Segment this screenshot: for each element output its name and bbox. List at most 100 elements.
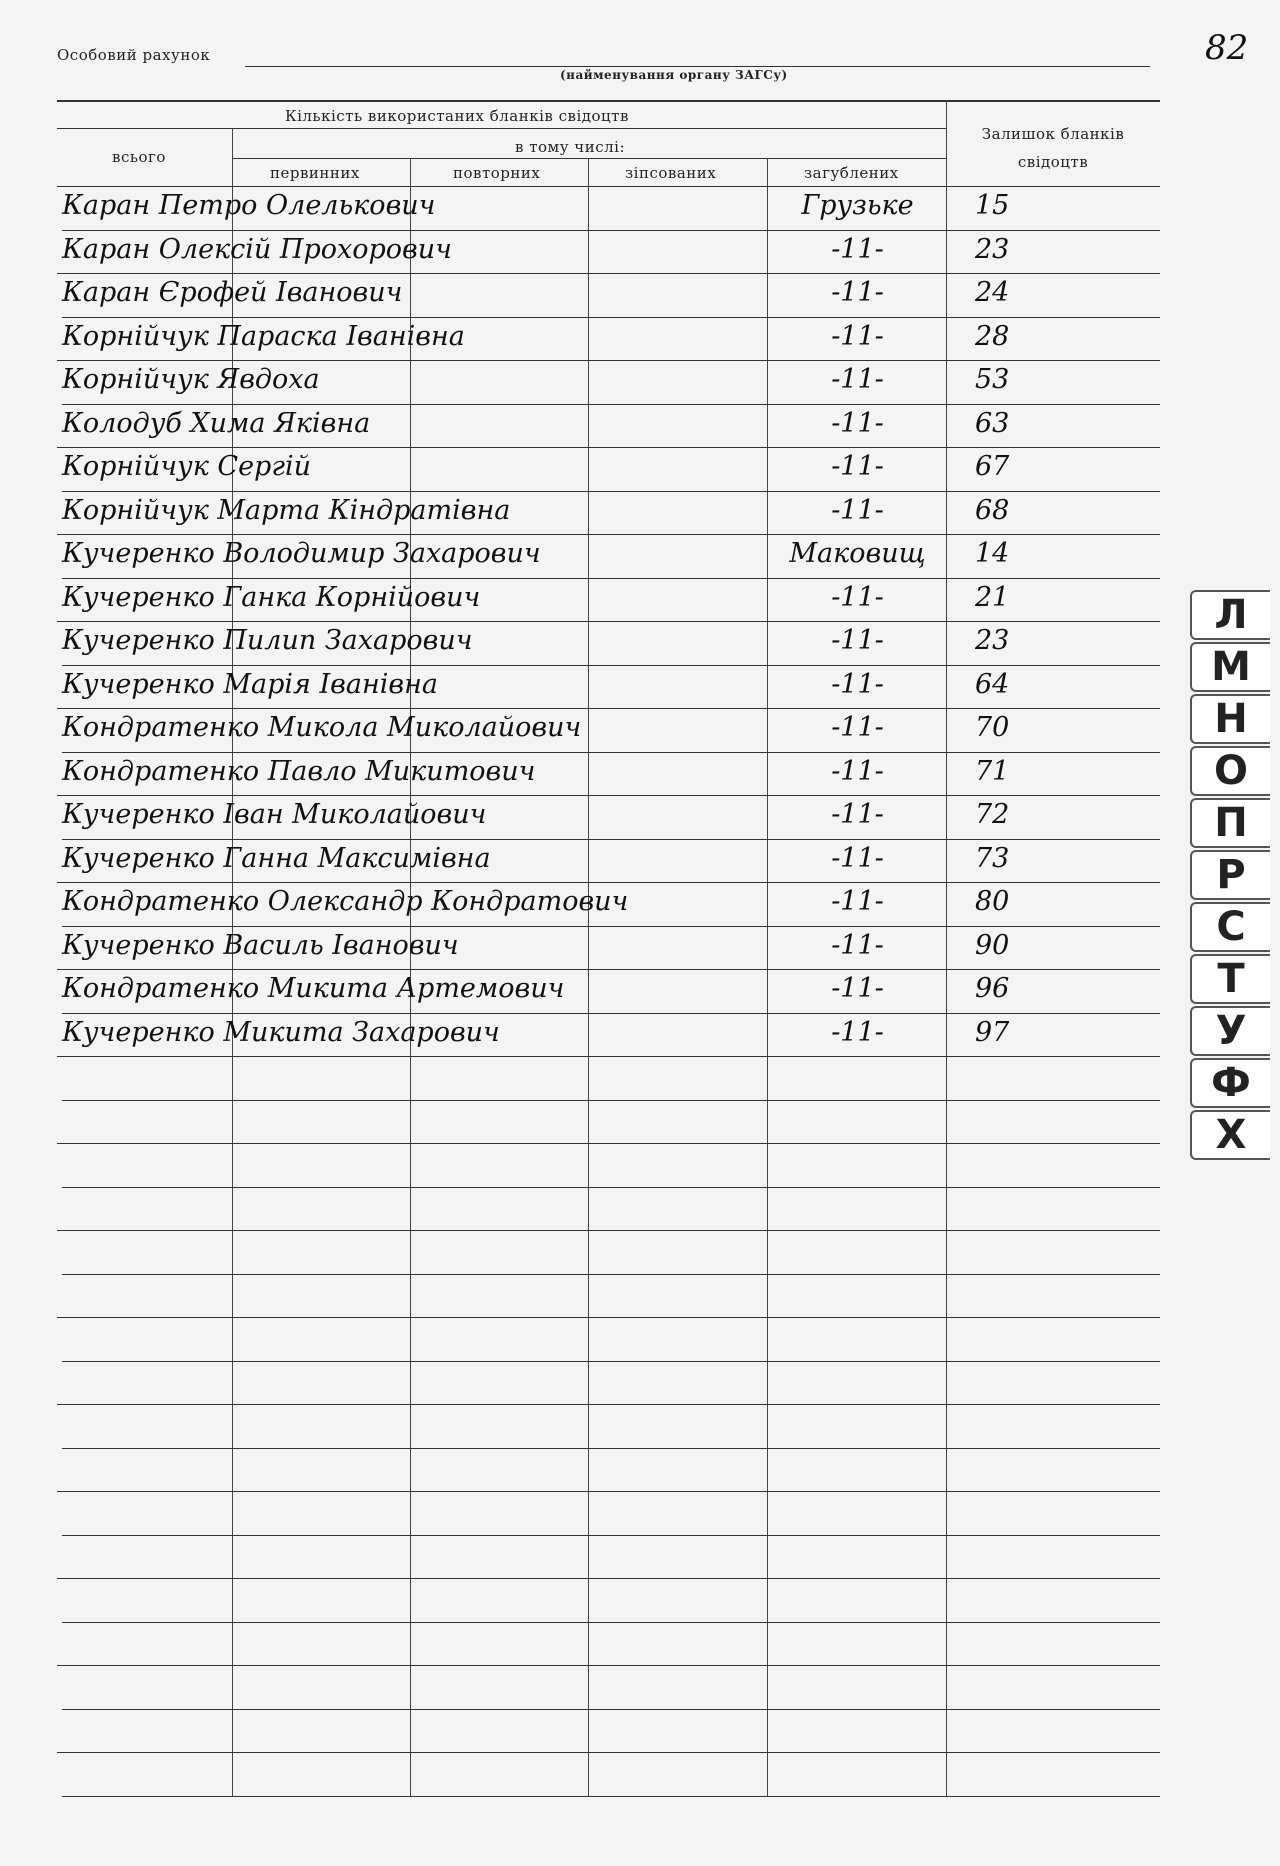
- row-line: [57, 1404, 1160, 1405]
- row-line: [62, 664, 1160, 666]
- index-tab: Ф: [1190, 1058, 1270, 1108]
- entry-name: Каран Петро Олелькович: [62, 190, 436, 221]
- entry-place: Маковищ: [789, 538, 926, 569]
- row-line: [62, 1360, 1160, 1362]
- entry-place: -11-: [831, 625, 884, 656]
- entry-remainder: 97: [975, 1016, 1010, 1048]
- row-line: [62, 403, 1160, 405]
- column-line: [410, 158, 411, 1796]
- table-top: [57, 100, 1160, 102]
- column-line: [588, 158, 589, 1796]
- row-line: [57, 969, 1160, 970]
- row-line: [57, 1230, 1160, 1231]
- index-tab: П: [1190, 798, 1270, 848]
- entry-place: -11-: [831, 886, 884, 917]
- entry-remainder: 15: [975, 190, 1010, 221]
- total-header: всього: [112, 148, 166, 166]
- primary-header: первинних: [270, 164, 360, 182]
- repeat-header: повторних: [453, 164, 541, 182]
- column-line: [946, 100, 947, 1796]
- entry-name: Кучеренко Василь Іванович: [62, 929, 459, 961]
- entry-place: -11-: [831, 755, 884, 787]
- entry-name: Корнійчук Сергій: [62, 451, 311, 482]
- entry-name: Кондратенко Павло Микитович: [62, 755, 536, 787]
- row-line: [62, 1708, 1160, 1710]
- entry-place: -11-: [831, 277, 884, 308]
- row-line: [62, 1534, 1160, 1536]
- row-line: [62, 316, 1160, 318]
- row-line: [62, 1621, 1160, 1623]
- entry-place: -11-: [831, 712, 884, 743]
- entry-remainder: 21: [975, 581, 1010, 613]
- entry-remainder: 67: [975, 451, 1010, 482]
- entry-remainder: 28: [975, 320, 1010, 352]
- column-line: [232, 128, 233, 1796]
- row-line: [57, 1578, 1160, 1579]
- entry-remainder: 24: [975, 277, 1010, 308]
- index-tab: У: [1190, 1006, 1270, 1056]
- page-number: 82: [1205, 28, 1249, 68]
- entry-name: Кондратенко Микола Миколайович: [62, 712, 582, 743]
- entry-name: Корнійчук Параска Іванівна: [62, 320, 465, 352]
- row-line: [57, 447, 1160, 448]
- entry-remainder: 96: [975, 973, 1010, 1004]
- entry-place: Грузьке: [801, 190, 914, 221]
- entry-remainder: 23: [975, 233, 1010, 265]
- entry-remainder: 70: [975, 712, 1010, 743]
- entry-place: -11-: [831, 364, 884, 395]
- entry-remainder: 90: [975, 929, 1010, 961]
- row-line: [57, 1752, 1160, 1753]
- row-line: [62, 1273, 1160, 1275]
- header-line: [57, 128, 946, 129]
- row-line: [57, 708, 1160, 709]
- entry-place: -11-: [831, 494, 884, 526]
- entry-name: Кучеренко Пилип Захарович: [62, 625, 473, 656]
- row-line: [62, 1012, 1160, 1014]
- row-line: [62, 1099, 1160, 1101]
- entry-remainder: 53: [975, 364, 1010, 395]
- account-label: Особовий рахунок: [57, 46, 211, 64]
- entry-name: Кучеренко Іван Миколайович: [62, 799, 487, 830]
- row-line: [62, 751, 1160, 753]
- entry-remainder: 64: [975, 668, 1010, 700]
- entry-place: -11-: [831, 233, 884, 265]
- row-line: [57, 360, 1160, 361]
- index-tab: Х: [1190, 1110, 1270, 1160]
- entry-name: Корнійчук Явдоха: [62, 364, 320, 395]
- row-line: [57, 882, 1160, 883]
- entry-place: -11-: [831, 320, 884, 352]
- used-title: Кількість використаних бланків свідоцтв: [285, 107, 629, 125]
- index-tab: Н: [1190, 694, 1270, 744]
- entry-name: Кондратенко Олександр Кондратович: [62, 886, 629, 917]
- row-line: [62, 1795, 1160, 1797]
- spoiled-header: зіпсованих: [625, 164, 717, 182]
- index-tab: М: [1190, 642, 1270, 692]
- index-tab: Т: [1190, 954, 1270, 1004]
- row-line: [57, 1491, 1160, 1492]
- row-line: [62, 490, 1160, 492]
- organ-line: [245, 66, 1150, 67]
- entry-place: -11-: [831, 1016, 884, 1048]
- row-line: [57, 1143, 1160, 1144]
- entry-place: -11-: [831, 799, 884, 830]
- entry-name: Колодуб Хима Яківна: [62, 407, 371, 439]
- index-tab: Л: [1190, 590, 1270, 640]
- row-line: [62, 1186, 1160, 1188]
- entry-remainder: 72: [975, 799, 1010, 830]
- column-line: [767, 158, 768, 1796]
- row-line: [62, 229, 1160, 231]
- row-line: [57, 534, 1160, 535]
- header-bottom: [57, 186, 1160, 187]
- row-line: [57, 1665, 1160, 1666]
- entry-place: -11-: [831, 842, 884, 874]
- index-tab: Р: [1190, 850, 1270, 900]
- entry-name: Каран Єрофей Іванович: [62, 277, 403, 308]
- header-line: [232, 158, 946, 159]
- row-line: [57, 1317, 1160, 1318]
- entry-place: -11-: [831, 668, 884, 700]
- entry-name: Каран Олексій Прохорович: [62, 233, 452, 265]
- entry-place: -11-: [831, 407, 884, 439]
- entry-remainder: 80: [975, 886, 1010, 917]
- entry-name: Кондратенко Микита Артемович: [62, 973, 565, 1004]
